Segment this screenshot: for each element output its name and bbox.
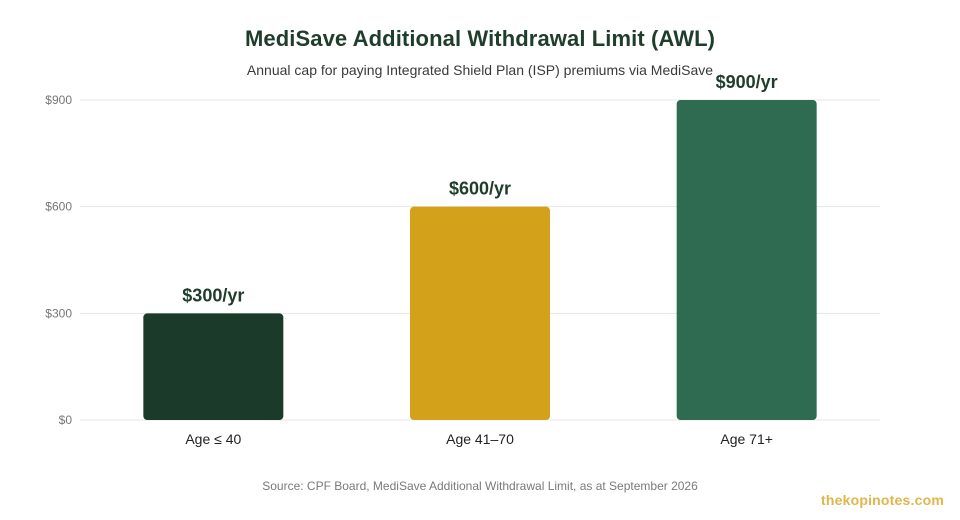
y-axis-ticks: $0 $300 $600 $900 bbox=[45, 93, 72, 427]
bar bbox=[676, 100, 817, 420]
bars bbox=[143, 100, 817, 420]
x-axis-ticks: Age ≤ 40 Age 41–70 Age 71+ bbox=[185, 431, 773, 447]
watermark: thekopinotes.com bbox=[821, 492, 944, 508]
bar bbox=[143, 313, 284, 420]
y-tick-label: $900 bbox=[45, 93, 72, 107]
x-tick-label: Age 71+ bbox=[720, 431, 773, 447]
data-label: $900/yr bbox=[716, 72, 778, 92]
y-tick-label: $300 bbox=[45, 306, 72, 320]
x-tick-label: Age ≤ 40 bbox=[185, 431, 241, 447]
chart-title: MediSave Additional Withdrawal Limit (AW… bbox=[244, 26, 716, 51]
chart-subtitle: Annual cap for paying Integrated Shield … bbox=[246, 62, 714, 78]
data-label: $600/yr bbox=[449, 179, 511, 199]
y-tick-label: $0 bbox=[59, 413, 73, 427]
data-labels: $300/yr $600/yr $900/yr bbox=[182, 72, 777, 305]
x-tick-label: Age 41–70 bbox=[446, 431, 514, 447]
source-note: Source: CPF Board, MediSave Additional W… bbox=[262, 479, 698, 493]
data-label: $300/yr bbox=[182, 285, 244, 305]
y-tick-label: $600 bbox=[45, 200, 72, 214]
bar bbox=[410, 206, 550, 420]
